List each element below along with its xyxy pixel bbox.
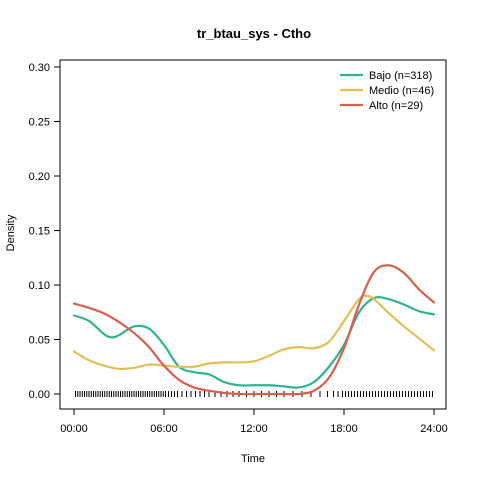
series-lines bbox=[72, 264, 436, 396]
series-line-3 bbox=[72, 264, 436, 396]
series-line-2 bbox=[72, 294, 436, 371]
x-tick-label: 00:00 bbox=[60, 423, 88, 435]
y-tick-label: 0.10 bbox=[29, 280, 50, 292]
x-tick-label: 06:00 bbox=[150, 423, 178, 435]
y-tick-label: 0.25 bbox=[29, 117, 50, 129]
legend-label: Bajo (n=318) bbox=[369, 70, 432, 82]
y-tick-label: 0.15 bbox=[29, 226, 50, 238]
chart-title: tr_btau_sys - Ctho bbox=[197, 26, 311, 41]
x-tick-label: 12:00 bbox=[240, 423, 268, 435]
legend-label: Medio (n=46) bbox=[369, 85, 434, 97]
y-tick-label: 0.00 bbox=[29, 389, 50, 401]
legend: Bajo (n=318) Medio (n=46) Alto (n=29) bbox=[340, 70, 434, 112]
plot-frame bbox=[59, 59, 447, 410]
y-tick-label: 0.30 bbox=[29, 62, 50, 74]
x-tick-label: 18:00 bbox=[330, 423, 358, 435]
y-axis-label: Density bbox=[5, 214, 17, 251]
x-axis-label: Time bbox=[241, 453, 265, 465]
legend-label: Alto (n=29) bbox=[369, 100, 423, 112]
series-line-1 bbox=[72, 296, 436, 389]
x-axis: 00:00 06:00 12:00 18:00 24:00 bbox=[60, 409, 448, 435]
y-axis: 0.00 0.05 0.10 0.15 0.20 0.25 0.30 bbox=[29, 62, 60, 401]
y-tick-label: 0.05 bbox=[29, 335, 50, 347]
x-tick-label: 24:00 bbox=[420, 423, 448, 435]
y-tick-label: 0.20 bbox=[29, 171, 50, 183]
